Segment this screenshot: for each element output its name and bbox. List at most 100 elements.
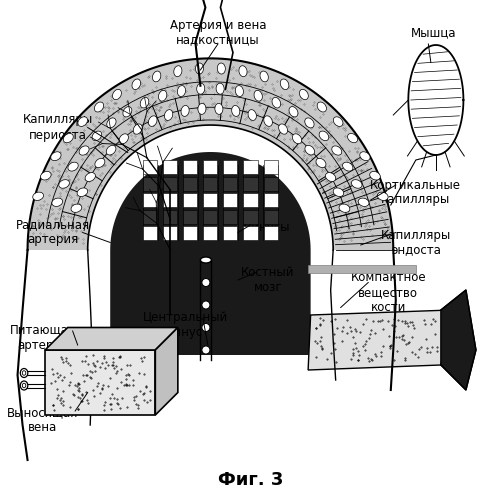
Text: Костный
мозг: Костный мозг bbox=[241, 266, 295, 294]
Ellipse shape bbox=[358, 198, 369, 206]
Ellipse shape bbox=[377, 192, 388, 200]
Ellipse shape bbox=[280, 79, 289, 90]
Bar bbox=[183, 160, 197, 174]
Ellipse shape bbox=[92, 131, 102, 140]
Ellipse shape bbox=[132, 79, 141, 90]
Ellipse shape bbox=[254, 90, 263, 101]
Ellipse shape bbox=[216, 83, 224, 94]
Ellipse shape bbox=[264, 116, 273, 126]
Bar bbox=[308, 264, 416, 272]
Text: Синусы: Синусы bbox=[244, 221, 290, 234]
Polygon shape bbox=[308, 310, 451, 370]
Bar bbox=[183, 226, 197, 240]
Ellipse shape bbox=[181, 106, 189, 117]
Ellipse shape bbox=[300, 90, 308, 100]
Ellipse shape bbox=[339, 204, 350, 212]
Text: Кортикальные
капилляры: Кортикальные капилляры bbox=[370, 178, 461, 206]
Ellipse shape bbox=[106, 146, 116, 155]
Circle shape bbox=[202, 346, 210, 354]
Ellipse shape bbox=[59, 180, 70, 188]
Bar bbox=[203, 226, 217, 240]
Ellipse shape bbox=[326, 172, 336, 182]
Bar bbox=[243, 160, 258, 174]
Ellipse shape bbox=[260, 71, 269, 82]
Ellipse shape bbox=[20, 368, 28, 378]
Text: Капилляры
периоста: Капилляры периоста bbox=[23, 114, 93, 141]
Bar bbox=[223, 226, 237, 240]
Ellipse shape bbox=[370, 172, 380, 180]
Bar bbox=[163, 160, 177, 174]
Ellipse shape bbox=[158, 90, 167, 101]
Ellipse shape bbox=[231, 106, 240, 117]
Bar bbox=[203, 176, 217, 190]
Ellipse shape bbox=[332, 146, 342, 155]
Ellipse shape bbox=[333, 188, 344, 196]
Ellipse shape bbox=[41, 172, 51, 180]
Polygon shape bbox=[45, 328, 178, 350]
Bar bbox=[243, 193, 258, 207]
Text: Радиальная
артерия: Радиальная артерия bbox=[16, 218, 90, 246]
Ellipse shape bbox=[148, 116, 157, 126]
Ellipse shape bbox=[133, 124, 142, 134]
Bar bbox=[143, 226, 157, 240]
Text: Капилляры
эндоста: Капилляры эндоста bbox=[381, 228, 451, 256]
Ellipse shape bbox=[217, 63, 225, 74]
Polygon shape bbox=[441, 290, 476, 390]
Ellipse shape bbox=[351, 180, 362, 188]
Bar bbox=[264, 210, 278, 224]
Bar bbox=[143, 176, 157, 190]
Bar bbox=[163, 176, 177, 190]
Ellipse shape bbox=[20, 381, 28, 390]
Ellipse shape bbox=[316, 158, 326, 168]
Bar bbox=[243, 210, 258, 224]
Bar bbox=[143, 210, 157, 224]
Circle shape bbox=[202, 278, 210, 286]
Ellipse shape bbox=[63, 134, 73, 142]
Ellipse shape bbox=[215, 104, 223, 115]
Text: Фиг. 3: Фиг. 3 bbox=[218, 471, 283, 489]
Bar bbox=[163, 193, 177, 207]
Bar bbox=[163, 226, 177, 240]
Bar bbox=[264, 176, 278, 190]
Bar bbox=[264, 160, 278, 174]
Ellipse shape bbox=[123, 106, 132, 117]
Bar bbox=[223, 176, 237, 190]
Ellipse shape bbox=[71, 204, 82, 212]
Polygon shape bbox=[28, 58, 393, 250]
Ellipse shape bbox=[33, 192, 44, 200]
Bar bbox=[243, 226, 258, 240]
Ellipse shape bbox=[197, 83, 205, 94]
Text: Питающая
артерия: Питающая артерия bbox=[10, 324, 76, 351]
Ellipse shape bbox=[279, 124, 288, 134]
Bar bbox=[223, 193, 237, 207]
Text: 3: 3 bbox=[463, 350, 473, 365]
Ellipse shape bbox=[289, 106, 298, 117]
Ellipse shape bbox=[119, 134, 128, 144]
Bar bbox=[143, 160, 157, 174]
Ellipse shape bbox=[140, 98, 149, 108]
Ellipse shape bbox=[305, 146, 315, 155]
Bar bbox=[143, 193, 157, 207]
Bar bbox=[183, 193, 197, 207]
Ellipse shape bbox=[113, 90, 121, 100]
Circle shape bbox=[202, 324, 210, 332]
Circle shape bbox=[202, 301, 210, 309]
Text: Компактное
вещество
кости: Компактное вещество кости bbox=[351, 271, 426, 314]
Text: Центральный
синус: Центральный синус bbox=[143, 311, 228, 339]
Polygon shape bbox=[155, 328, 178, 415]
Ellipse shape bbox=[68, 162, 78, 171]
Ellipse shape bbox=[177, 86, 185, 96]
Bar bbox=[223, 210, 237, 224]
Ellipse shape bbox=[79, 146, 89, 155]
Bar bbox=[223, 160, 237, 174]
Bar bbox=[264, 193, 278, 207]
Bar bbox=[203, 210, 217, 224]
Polygon shape bbox=[45, 350, 155, 415]
Text: Выносящая
вена: Выносящая вена bbox=[7, 406, 78, 434]
Ellipse shape bbox=[52, 198, 63, 206]
Bar bbox=[163, 210, 177, 224]
Ellipse shape bbox=[95, 158, 105, 168]
Ellipse shape bbox=[51, 152, 61, 160]
Ellipse shape bbox=[174, 66, 182, 76]
Ellipse shape bbox=[235, 86, 243, 96]
